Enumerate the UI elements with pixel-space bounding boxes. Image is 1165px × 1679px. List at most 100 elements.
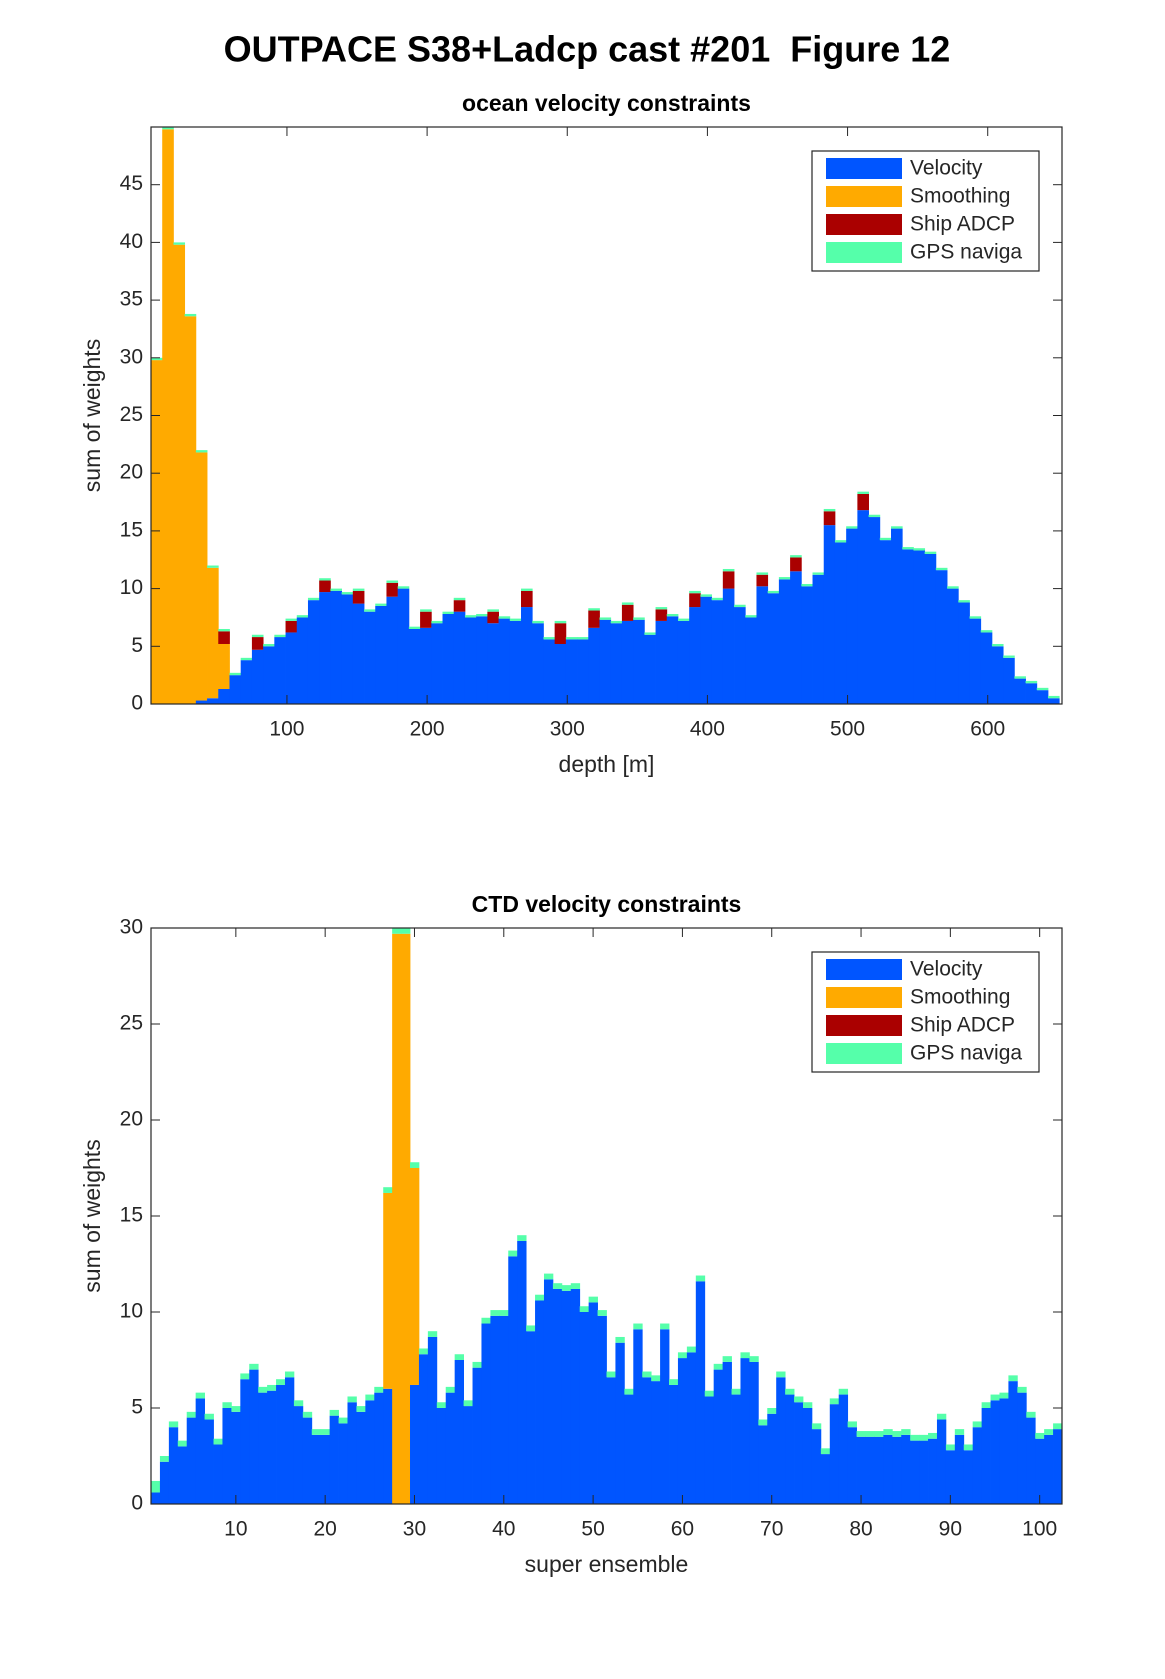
bar-segment — [408, 628, 421, 704]
bar-segment — [588, 610, 600, 628]
bar-segment — [834, 542, 847, 704]
bar-segment — [847, 1421, 857, 1428]
bar-segment — [945, 1444, 956, 1451]
bar-segment — [711, 597, 724, 601]
bar-segment — [427, 1336, 438, 1504]
bar-segment — [329, 1409, 339, 1416]
bar-segment — [936, 1419, 947, 1504]
bar-segment — [311, 1434, 322, 1504]
bars — [151, 127, 1060, 704]
bar-segment — [386, 580, 399, 583]
bar-segment — [981, 1402, 991, 1408]
bar-segment — [902, 547, 914, 550]
bar-segment — [677, 1358, 688, 1504]
bar-segment — [834, 540, 847, 543]
bar-segment — [660, 1329, 670, 1504]
bar-segment — [338, 1423, 348, 1504]
bar-segment — [958, 602, 970, 704]
bar-segment — [829, 1398, 840, 1405]
bar-segment — [184, 316, 197, 704]
bar-segment — [554, 623, 567, 644]
bar-segment — [543, 639, 556, 704]
bar-segment — [958, 600, 970, 603]
bar-segment — [778, 579, 791, 704]
bar-segment — [240, 1373, 250, 1380]
bar-segment — [579, 1306, 590, 1312]
bar-segment — [1017, 1386, 1027, 1393]
bar-segment — [778, 577, 791, 580]
bar-segment — [713, 1369, 724, 1504]
bar-segment — [756, 572, 769, 575]
bar-segment — [868, 514, 881, 518]
bar-segment — [463, 1406, 473, 1504]
bar-segment — [846, 528, 858, 704]
bar-segment — [195, 452, 208, 701]
y-tick-label: 10 — [120, 1300, 143, 1323]
bar-segment — [231, 1411, 241, 1504]
bar-segment — [307, 600, 320, 704]
bar-segment — [913, 548, 926, 551]
bar-segment — [218, 643, 230, 689]
bar-segment — [666, 616, 679, 704]
bar-segment — [969, 616, 982, 619]
bar-segment — [521, 590, 533, 608]
bar-segment — [734, 604, 746, 608]
bar-segment — [162, 127, 174, 130]
bar-segment — [677, 620, 690, 704]
bar-segment — [195, 1398, 205, 1504]
bar-segment — [599, 619, 612, 704]
bar-segment — [588, 1302, 598, 1504]
bar-segment — [935, 567, 948, 571]
bar-segment — [184, 313, 197, 317]
bar-segment — [347, 1396, 357, 1403]
bar-segment — [1026, 1411, 1036, 1418]
bar-segment — [677, 618, 690, 621]
bar-segment — [420, 627, 432, 704]
bar-segment — [1025, 680, 1038, 684]
bar-segment — [823, 508, 836, 512]
bar-segment — [375, 605, 387, 704]
bar-segment — [240, 1379, 250, 1504]
bar-segment — [579, 1312, 590, 1504]
bar-segment — [901, 1429, 911, 1435]
bar-segment — [615, 1336, 625, 1343]
bar-segment — [218, 631, 230, 644]
bar-segment — [420, 609, 432, 612]
bar-segment — [811, 1429, 822, 1504]
bar-segment — [454, 1354, 464, 1360]
x-axis-label: super ensemble — [525, 1551, 689, 1577]
bar-segment — [1008, 1381, 1018, 1504]
bar-segment — [267, 1390, 277, 1504]
bar-segment — [820, 1454, 831, 1504]
plot-area — [151, 928, 1062, 1504]
bar-segment — [177, 1446, 188, 1504]
bar-segment — [151, 360, 163, 704]
bar-segment — [695, 1275, 706, 1282]
bar-segment — [195, 1392, 205, 1399]
bar-segment — [397, 586, 410, 589]
bar-segment — [624, 1388, 634, 1395]
bar-segment — [565, 639, 578, 704]
bar-segment — [981, 1408, 991, 1504]
bar-segment — [865, 1431, 875, 1437]
y-tick-label: 40 — [120, 230, 143, 253]
bar-segment — [356, 1411, 366, 1504]
bar-segment — [669, 1379, 679, 1385]
legend-label: Velocity — [910, 958, 983, 981]
bar-segment — [1014, 676, 1026, 679]
bar-segment — [924, 551, 937, 554]
bar-segment — [829, 1404, 840, 1504]
bar-segment — [285, 632, 298, 704]
bar-segment — [700, 596, 713, 704]
bar-segment — [410, 1384, 420, 1504]
bar-segment — [642, 1377, 652, 1504]
bar-segment — [1053, 1429, 1062, 1504]
bar-segment — [749, 1361, 759, 1504]
bar-segment — [947, 586, 959, 589]
x-tick-label: 30 — [403, 1518, 426, 1541]
bar-segment — [453, 600, 466, 612]
bar-segment — [352, 603, 365, 704]
bar-segment — [285, 618, 298, 621]
bar-segment — [677, 1352, 688, 1359]
bar-segment — [195, 700, 208, 704]
